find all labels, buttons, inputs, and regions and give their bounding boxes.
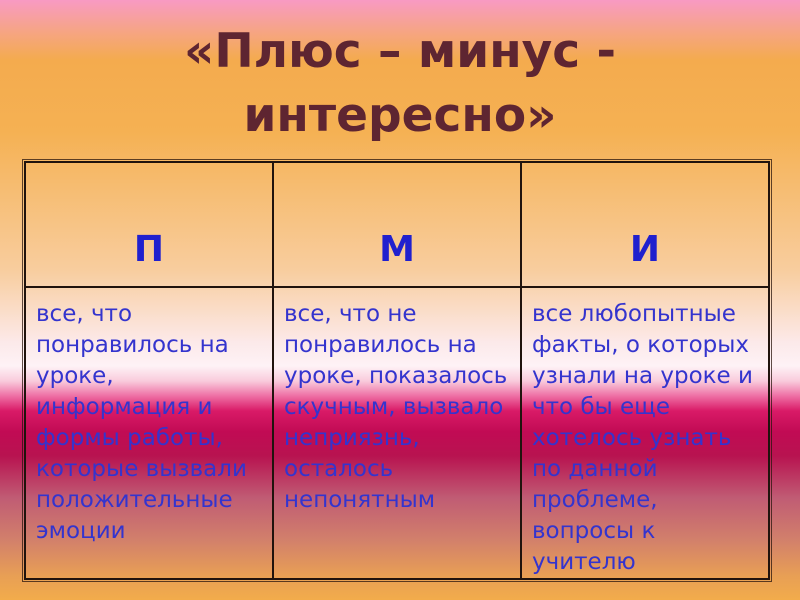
cell-minus-description: все, что не понравилось на уроке, показа… — [272, 286, 522, 580]
column-header-interesting: И — [520, 161, 770, 288]
table-row: все, что понравилось на уроке, информаци… — [24, 286, 770, 580]
column-header-minus: М — [272, 161, 522, 288]
pmi-table: П М И все, что понравилось на уроке, инф… — [22, 159, 772, 582]
column-header-plus: П — [24, 161, 274, 288]
pmi-table-body: все, что понравилось на уроке, информаци… — [24, 286, 770, 580]
cell-plus-description: все, что понравилось на уроке, информаци… — [24, 286, 274, 580]
cell-interesting-description: все любопытные факты, о которых узнали н… — [520, 286, 770, 580]
slide-title: «Плюс – минус - интересно» — [183, 24, 617, 143]
pmi-table-header-row: П М И — [24, 161, 770, 288]
